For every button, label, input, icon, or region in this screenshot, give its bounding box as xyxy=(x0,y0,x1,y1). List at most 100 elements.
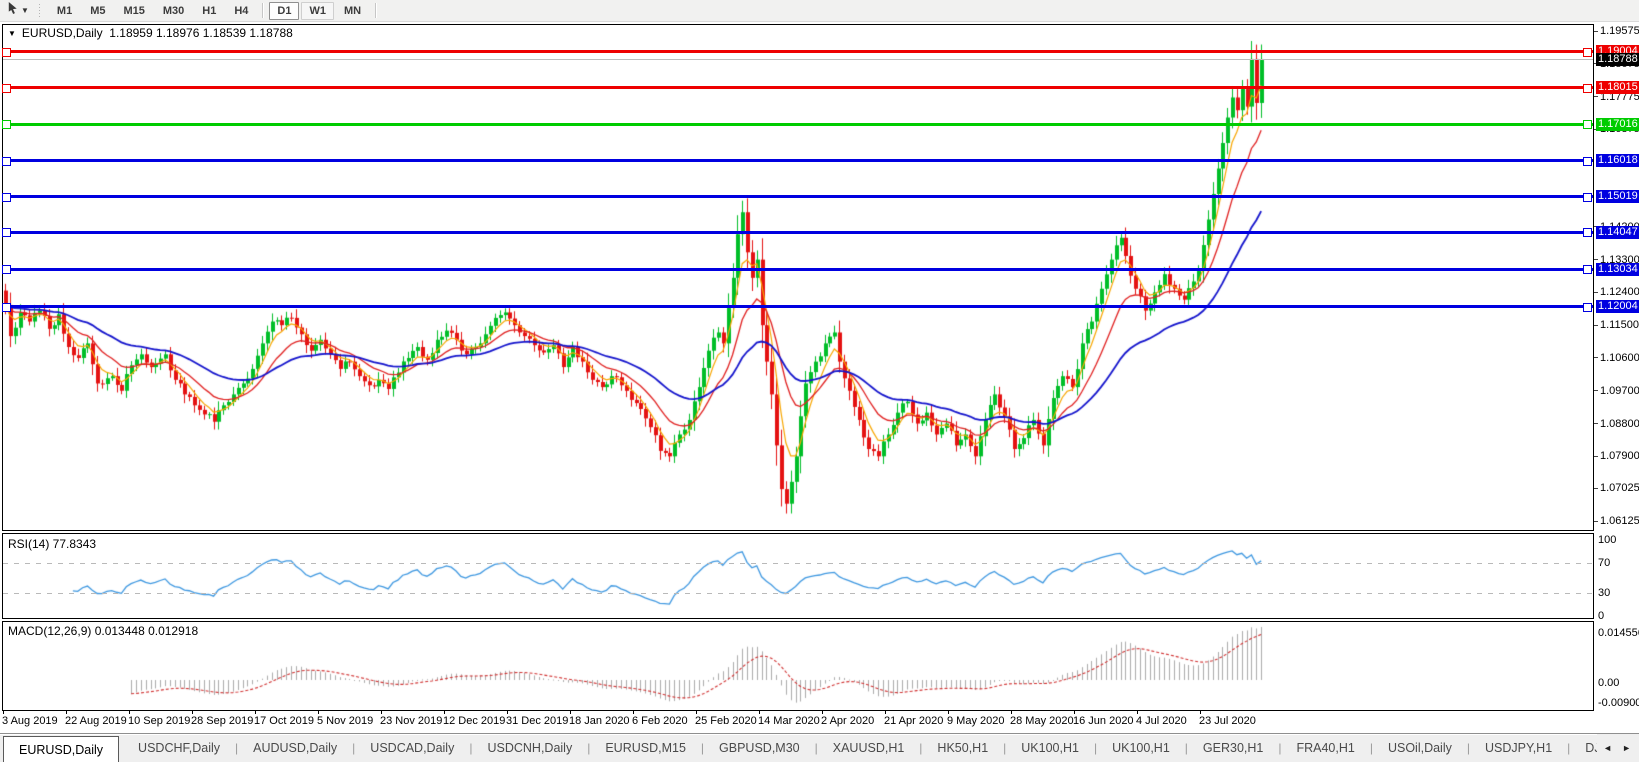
chart-tab-usdjpy-h1[interactable]: USDJPY,H1 xyxy=(1485,741,1553,755)
date-label: 10 Sep 2019 xyxy=(128,715,191,727)
tab-divider: | xyxy=(1567,741,1571,755)
level-line-1.16018[interactable] xyxy=(3,159,1593,163)
macd-axis-label: -0.009001 xyxy=(1598,697,1639,709)
date-tick-mark xyxy=(759,710,760,714)
tab-divider: | xyxy=(1093,741,1098,755)
date-label: 22 Aug 2019 xyxy=(65,715,127,727)
line-drag-handle[interactable] xyxy=(1583,265,1592,275)
toolbar-separator xyxy=(262,3,264,18)
level-price-badge: 1.18015 xyxy=(1596,81,1639,95)
collapse-triangle-icon[interactable]: ▼ xyxy=(8,29,16,38)
objects-tool-button[interactable]: ▼ xyxy=(0,1,33,20)
line-drag-handle[interactable] xyxy=(2,83,11,93)
date-tick-mark xyxy=(948,710,949,714)
line-drag-handle[interactable] xyxy=(1583,156,1592,166)
timeframe-button-H4[interactable]: H4 xyxy=(234,4,249,17)
price-tick-mark xyxy=(1594,455,1598,457)
level-line-1.13034[interactable] xyxy=(3,267,1593,271)
chart-tab-eurusd-m15[interactable]: EURUSD,M15 xyxy=(605,741,686,755)
rsi-indicator-label: RSI(14) 77.8343 xyxy=(8,537,97,551)
timeframe-button-H1[interactable]: H1 xyxy=(202,4,217,17)
chart-tab-eurusd-daily[interactable]: EURUSD,Daily xyxy=(3,736,120,762)
date-tick-mark xyxy=(192,710,193,714)
line-drag-handle[interactable] xyxy=(2,192,11,202)
chart-tab-ger30-h1[interactable]: GER30,H1 xyxy=(1202,741,1264,755)
date-tick-mark xyxy=(129,710,130,714)
price-tick-label: 1.08800 xyxy=(1600,417,1639,430)
timeframe-button-W1[interactable]: W1 xyxy=(301,1,334,20)
date-tick-mark xyxy=(3,710,4,714)
line-drag-handle[interactable] xyxy=(1583,192,1592,202)
level-line-1.17016[interactable] xyxy=(3,122,1593,126)
tabs-scroll-left-icon[interactable]: ◄ xyxy=(1603,743,1613,753)
tab-divider: | xyxy=(814,741,818,755)
price-tick-label: 1.09700 xyxy=(1600,384,1639,397)
level-line-1.15019[interactable] xyxy=(3,195,1593,199)
level-price-badge: 1.14047 xyxy=(1596,225,1639,239)
chart-tab-hk50-h1[interactable]: HK50,H1 xyxy=(937,741,989,755)
line-drag-handle[interactable] xyxy=(1583,302,1592,312)
line-drag-handle[interactable] xyxy=(2,302,11,312)
level-line-1.18015[interactable] xyxy=(3,86,1593,90)
tab-divider: | xyxy=(1003,741,1007,755)
price-tick-mark xyxy=(1594,423,1598,425)
line-drag-handle[interactable] xyxy=(2,47,11,57)
chart-title: ▼ EURUSD,Daily 1.18959 1.18976 1.18539 1.… xyxy=(8,26,293,40)
timeframe-button-D1[interactable]: D1 xyxy=(269,1,300,20)
date-label: 3 Aug 2019 xyxy=(2,715,58,727)
chart-tab-usdcnh-daily[interactable]: USDCNH,Daily xyxy=(487,741,573,755)
rsi-level-dashed-line xyxy=(3,562,1593,564)
price-tick-label: 1.12400 xyxy=(1600,286,1639,299)
date-label: 2 Apr 2020 xyxy=(821,715,875,727)
toolbar-separator xyxy=(375,3,377,18)
chart-tabbar: EURUSD,Daily USDCHF,Daily | AUDUSD,Daily | US… xyxy=(0,733,1639,762)
date-label: 9 May 2020 xyxy=(947,715,1005,727)
tabs-scroll-right-icon[interactable]: ► xyxy=(1622,743,1631,753)
line-drag-handle[interactable] xyxy=(1583,83,1592,93)
chart-tab-audusd-daily[interactable]: AUDUSD,Daily xyxy=(253,741,338,755)
date-label: 23 Nov 2019 xyxy=(380,715,443,727)
date-tick-mark xyxy=(633,710,634,714)
line-drag-handle[interactable] xyxy=(2,228,11,238)
timeframe-button-MN[interactable]: MN xyxy=(343,4,362,17)
chart-tab-uk100-h1[interactable]: UK100,H1 xyxy=(1021,741,1079,755)
line-drag-handle[interactable] xyxy=(1583,120,1592,130)
chart-tab-xauusd-h1[interactable]: XAUUSD,H1 xyxy=(832,741,905,755)
level-line-1.12004[interactable] xyxy=(3,305,1593,309)
tabs-scroll-arrows: ◄ ► xyxy=(1597,734,1639,762)
chart-tab-usdcad-daily[interactable]: USDCAD,Daily xyxy=(370,741,455,755)
line-drag-handle[interactable] xyxy=(2,265,11,275)
line-drag-handle[interactable] xyxy=(1583,47,1592,57)
date-label: 12 Dec 2019 xyxy=(443,715,506,727)
date-label: 17 Oct 2019 xyxy=(254,715,314,727)
price-tick-label: 1.10600 xyxy=(1600,351,1639,364)
cursor-icon xyxy=(6,1,19,20)
timeframe-button-M15[interactable]: M15 xyxy=(123,4,145,17)
date-label: 28 Sep 2019 xyxy=(191,715,254,727)
level-line-1.14047[interactable] xyxy=(3,230,1593,234)
price-tick-label: 1.07025 xyxy=(1600,482,1639,495)
level-price-badge: 1.17016 xyxy=(1596,117,1639,131)
date-label: 14 Mar 2020 xyxy=(758,715,820,727)
chart-tab-uk100-h1[interactable]: UK100,H1 xyxy=(1112,741,1170,755)
macd-indicator-label: MACD(12,26,9) 0.013448 0.012918 xyxy=(8,624,199,638)
date-tick-mark xyxy=(507,710,508,714)
tab-divider: | xyxy=(235,741,239,755)
line-drag-handle[interactable] xyxy=(1583,228,1592,238)
tab-divider: | xyxy=(700,741,705,755)
chart-tab-fra40-h1[interactable]: FRA40,H1 xyxy=(1296,741,1355,755)
chart-tab-usdchf-daily[interactable]: USDCHF,Daily xyxy=(138,741,220,755)
chart-tab-gbpusd-m30[interactable]: GBPUSD,M30 xyxy=(719,741,800,755)
chart-tab-usoil-daily[interactable]: USOil,Daily xyxy=(1387,741,1452,755)
timeframe-button-M5[interactable]: M5 xyxy=(90,4,106,17)
price-tick-label: 1.19575 xyxy=(1600,25,1639,37)
timeframe-button-M1[interactable]: M1 xyxy=(56,4,73,17)
line-drag-handle[interactable] xyxy=(2,120,11,130)
line-drag-handle[interactable] xyxy=(2,156,11,166)
date-label: 31 Dec 2019 xyxy=(506,715,569,727)
timeframe-button-M30[interactable]: M30 xyxy=(162,4,185,17)
level-line-1.19004[interactable] xyxy=(3,50,1593,54)
toolbar-grip[interactable] xyxy=(36,3,42,18)
tab-divider: | xyxy=(1369,741,1373,755)
